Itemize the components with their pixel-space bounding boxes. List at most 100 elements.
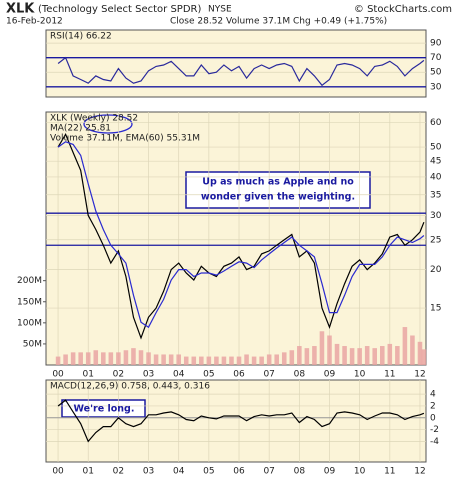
annotation: wonder given the weighting. <box>201 192 355 203</box>
volume-bar <box>191 356 197 365</box>
volume-bar <box>78 352 83 365</box>
y-tick-label: 60 <box>430 118 442 128</box>
date: 16-Feb-2012 <box>6 17 63 27</box>
volume-bar <box>214 356 219 365</box>
x-tick-label: 06 <box>233 467 245 477</box>
volume-bar <box>327 335 332 365</box>
volume-bar <box>266 354 272 365</box>
volume-bar <box>55 356 61 365</box>
volume-bar <box>236 356 242 365</box>
volume-bar <box>146 352 151 365</box>
y-tick-label: 0 <box>430 413 436 423</box>
volume-bar <box>281 352 287 365</box>
series-line <box>57 399 425 443</box>
x-tick-label: 01 <box>82 370 93 380</box>
volume-bar <box>402 327 408 365</box>
volume-bar <box>387 343 393 365</box>
x-tick-label: 07 <box>263 467 274 477</box>
x-tick-label: 00 <box>52 370 64 380</box>
volume-bar <box>85 352 91 365</box>
x-tick-label: 06 <box>233 370 245 380</box>
legend-text: RSI(14) 66.22 <box>50 32 112 42</box>
volume-bar <box>70 352 76 365</box>
volume-bar <box>334 343 340 365</box>
volume-bar <box>168 354 174 365</box>
x-tick-label: 11 <box>384 370 395 380</box>
annotation: We're long. <box>74 404 135 415</box>
volume-bar <box>297 346 302 365</box>
y-tick-label: 30 <box>430 82 442 92</box>
volume-bar <box>357 348 362 365</box>
volume-bar <box>206 356 212 365</box>
y-tick-label: 2 <box>430 401 436 411</box>
volume-bar <box>410 335 415 365</box>
macd-panel <box>45 379 427 463</box>
volume-bar <box>349 348 355 365</box>
volume-bar <box>304 348 310 365</box>
series-line <box>57 141 425 329</box>
y-tick-label: 25 <box>430 235 441 245</box>
x-tick-label: 10 <box>354 467 366 477</box>
y-tick-label: 30 <box>430 211 442 221</box>
x-tick-label: 04 <box>173 467 185 477</box>
x-tick-label: 11 <box>384 467 395 477</box>
volume-bar <box>259 356 264 365</box>
legend-text: MACD(12,26,9) 0.758, 0.443, 0.316 <box>50 382 210 392</box>
x-tick-label: 03 <box>143 467 154 477</box>
y-tick-label: 20 <box>430 265 442 275</box>
x-tick-label: 02 <box>113 370 124 380</box>
annotation: Up as much as Apple and no <box>202 177 354 188</box>
rsi-panel <box>45 29 427 98</box>
volume-bar <box>229 356 234 365</box>
y-tick-label: 90 <box>430 39 442 49</box>
legend-text: XLK (Weekly) 28.52 <box>50 114 138 124</box>
volume-bar <box>101 352 106 365</box>
volume-bar <box>108 352 114 365</box>
y2-tick-label: 100M <box>17 318 42 328</box>
y-tick-label: 50 <box>430 143 442 153</box>
credit: © StockCharts.com <box>354 4 452 15</box>
volume-bar <box>116 352 121 365</box>
volume-bar <box>417 341 423 365</box>
y-tick-label: 15 <box>430 304 441 314</box>
y-tick-label: 50 <box>430 68 442 78</box>
x-tick-label: 00 <box>52 467 64 477</box>
annotation-box <box>61 399 146 418</box>
x-tick-label: 10 <box>354 370 366 380</box>
volume-bar <box>312 346 317 365</box>
exchange: NYSE <box>208 5 232 15</box>
price-panel <box>45 111 427 366</box>
x-tick-label: 05 <box>203 370 214 380</box>
y-tick-label: 4 <box>430 390 436 400</box>
volume-bar <box>221 356 227 365</box>
volume-bar <box>183 356 189 365</box>
security-name: (Technology Select Sector SPDR) <box>38 4 201 15</box>
y2-tick-label: 150M <box>17 297 42 307</box>
x-tick-label: 05 <box>203 467 214 477</box>
volume-bar <box>364 346 370 365</box>
x-tick-label: 04 <box>173 370 185 380</box>
volume-bar <box>153 354 159 365</box>
volume-bar <box>123 350 129 365</box>
volume-bar <box>251 356 257 365</box>
volume-bar <box>176 354 181 365</box>
x-tick-label: 07 <box>263 370 274 380</box>
x-tick-label: 01 <box>82 467 93 477</box>
volume-bar <box>379 346 385 365</box>
volume-bar <box>319 331 325 365</box>
y-tick-label: 35 <box>430 190 441 200</box>
x-tick-label: 08 <box>294 370 306 380</box>
volume-bar <box>395 346 400 365</box>
y-tick-label: 40 <box>430 172 442 182</box>
annotation-box <box>185 171 371 209</box>
y-tick-label: -2 <box>430 425 439 435</box>
volume-bar <box>274 354 279 365</box>
y2-tick-label: 200M <box>17 276 42 286</box>
volume-bar <box>421 349 427 365</box>
volume-bar <box>289 350 295 365</box>
x-tick-label: 12 <box>414 370 425 380</box>
volume-bar <box>244 354 249 365</box>
volume-bar <box>342 346 347 365</box>
volume-bar <box>138 350 144 365</box>
